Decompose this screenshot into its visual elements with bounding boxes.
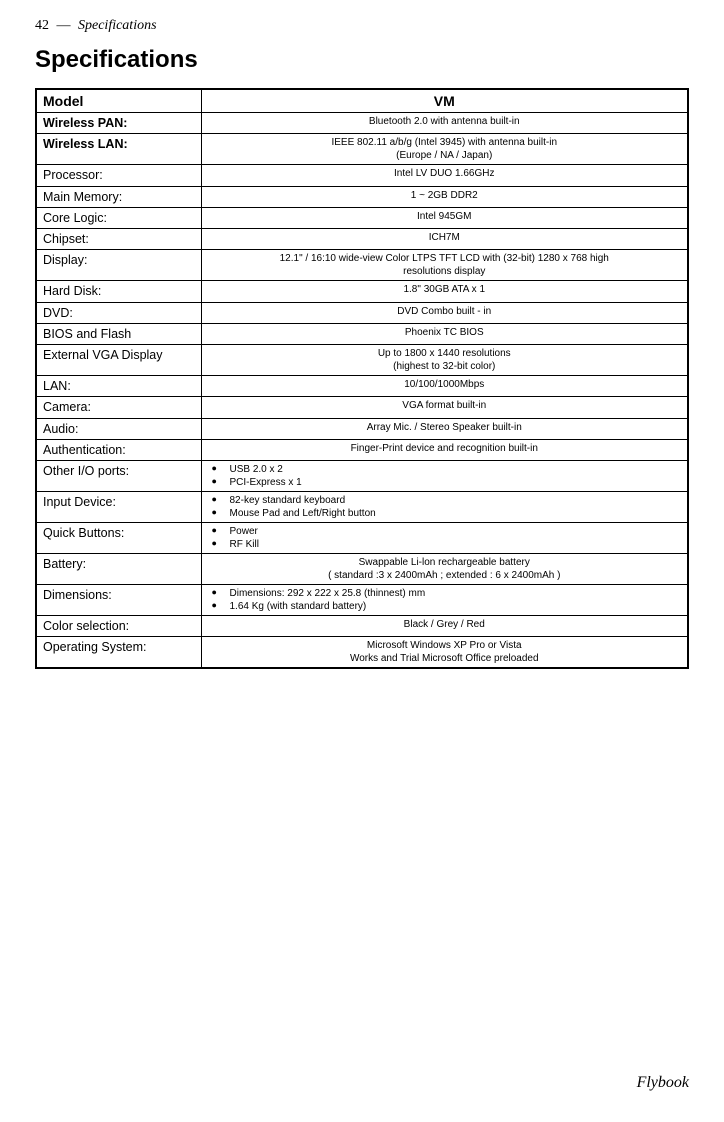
specifications-table: Model VM Wireless PAN:Bluetooth 2.0 with… <box>35 88 689 669</box>
row-label: Wireless LAN: <box>36 134 201 165</box>
row-label: Audio: <box>36 418 201 439</box>
row-value: PowerRF Kill <box>201 523 688 554</box>
separator: — <box>53 18 75 33</box>
bullet-list: Dimensions: 292 x 222 x 25.8 (thinnest) … <box>212 587 682 613</box>
row-value: IEEE 802.11 a/b/g (Intel 3945) with ante… <box>201 134 688 165</box>
list-item: 82-key standard keyboard <box>212 494 682 507</box>
table-row: LAN:10/100/1000Mbps <box>36 376 688 397</box>
table-row: Chipset:ICH7M <box>36 229 688 250</box>
row-label: Quick Buttons: <box>36 523 201 554</box>
table-row: External VGA DisplayUp to 1800 x 1440 re… <box>36 345 688 376</box>
row-label: Chipset: <box>36 229 201 250</box>
row-value: 1.8" 30GB ATA x 1 <box>201 281 688 302</box>
table-row: Audio:Array Mic. / Stereo Speaker built-… <box>36 418 688 439</box>
header-model-value: VM <box>201 89 688 113</box>
table-row: Processor:Intel LV DUO 1.66GHz <box>36 165 688 186</box>
list-item: USB 2.0 x 2 <box>212 463 682 476</box>
row-label: Camera: <box>36 397 201 418</box>
row-value: 10/100/1000Mbps <box>201 376 688 397</box>
table-row: Wireless PAN:Bluetooth 2.0 with antenna … <box>36 113 688 134</box>
page-number: 42 <box>35 18 49 33</box>
row-label: Color selection: <box>36 616 201 637</box>
row-label: BIOS and Flash <box>36 323 201 344</box>
row-label: LAN: <box>36 376 201 397</box>
table-row: Other I/O ports: USB 2.0 x 2PCI-Express x… <box>36 461 688 492</box>
row-value: DVD Combo built - in <box>201 302 688 323</box>
list-item: Mouse Pad and Left/Right button <box>212 507 682 520</box>
table-row: Dimensions: Dimensions: 292 x 222 x 25.8 … <box>36 585 688 616</box>
table-row: Main Memory:1 ~ 2GB DDR2 <box>36 186 688 207</box>
row-value: Bluetooth 2.0 with antenna built-in <box>201 113 688 134</box>
row-value: Finger-Print device and recognition buil… <box>201 439 688 460</box>
section-name: Specifications <box>78 18 157 33</box>
row-label: DVD: <box>36 302 201 323</box>
bullet-list: 82-key standard keyboardMouse Pad and Le… <box>212 494 682 520</box>
table-row: Core Logic:Intel 945GM <box>36 207 688 228</box>
row-label: Authentication: <box>36 439 201 460</box>
row-value: Phoenix TC BIOS <box>201 323 688 344</box>
page-title: Specifications <box>35 46 689 74</box>
table-row: BIOS and FlashPhoenix TC BIOS <box>36 323 688 344</box>
list-item: PCI-Express x 1 <box>212 476 682 489</box>
list-item: 1.64 Kg (with standard battery) <box>212 600 682 613</box>
table-row: Hard Disk:1.8" 30GB ATA x 1 <box>36 281 688 302</box>
table-row: Color selection:Black / Grey / Red <box>36 616 688 637</box>
row-value: VGA format built-in <box>201 397 688 418</box>
row-label: Operating System: <box>36 637 201 669</box>
row-value: Swappable Li-lon rechargeable battery( s… <box>201 554 688 585</box>
row-label: External VGA Display <box>36 345 201 376</box>
row-label: Main Memory: <box>36 186 201 207</box>
row-label: Wireless PAN: <box>36 113 201 134</box>
row-value: Intel LV DUO 1.66GHz <box>201 165 688 186</box>
list-item: RF Kill <box>212 538 682 551</box>
bullet-list: USB 2.0 x 2PCI-Express x 1 <box>212 463 682 489</box>
table-header-row: Model VM <box>36 89 688 113</box>
table-row: Camera:VGA format built-in <box>36 397 688 418</box>
row-value: 12.1" / 16:10 wide-view Color LTPS TFT L… <box>201 250 688 281</box>
row-value: 1 ~ 2GB DDR2 <box>201 186 688 207</box>
table-row: Input Device: 82-key standard keyboardMou… <box>36 492 688 523</box>
row-value: 82-key standard keyboardMouse Pad and Le… <box>201 492 688 523</box>
list-item: Power <box>212 525 682 538</box>
row-label: Input Device: <box>36 492 201 523</box>
row-label: Dimensions: <box>36 585 201 616</box>
row-value: Black / Grey / Red <box>201 616 688 637</box>
table-row: Wireless LAN:IEEE 802.11 a/b/g (Intel 39… <box>36 134 688 165</box>
table-row: Display:12.1" / 16:10 wide-view Color LT… <box>36 250 688 281</box>
row-value: Up to 1800 x 1440 resolutions(highest to… <box>201 345 688 376</box>
row-label: Display: <box>36 250 201 281</box>
row-value: Microsoft Windows XP Pro or VistaWorks a… <box>201 637 688 669</box>
row-label: Core Logic: <box>36 207 201 228</box>
table-row: Operating System:Microsoft Windows XP Pr… <box>36 637 688 669</box>
table-row: Authentication:Finger-Print device and r… <box>36 439 688 460</box>
list-item: Dimensions: 292 x 222 x 25.8 (thinnest) … <box>212 587 682 600</box>
table-row: Battery:Swappable Li-lon rechargeable ba… <box>36 554 688 585</box>
header-model-label: Model <box>36 89 201 113</box>
row-value: Dimensions: 292 x 222 x 25.8 (thinnest) … <box>201 585 688 616</box>
page-footer: Flybook <box>637 1074 689 1092</box>
table-row: Quick Buttons: PowerRF Kill <box>36 523 688 554</box>
row-value: ICH7M <box>201 229 688 250</box>
row-value: USB 2.0 x 2PCI-Express x 1 <box>201 461 688 492</box>
row-value: Intel 945GM <box>201 207 688 228</box>
row-value: Array Mic. / Stereo Speaker built-in <box>201 418 688 439</box>
bullet-list: PowerRF Kill <box>212 525 682 551</box>
table-row: DVD:DVD Combo built - in <box>36 302 688 323</box>
row-label: Other I/O ports: <box>36 461 201 492</box>
page-header: 42 — Specifications <box>35 18 689 34</box>
row-label: Processor: <box>36 165 201 186</box>
row-label: Hard Disk: <box>36 281 201 302</box>
row-label: Battery: <box>36 554 201 585</box>
